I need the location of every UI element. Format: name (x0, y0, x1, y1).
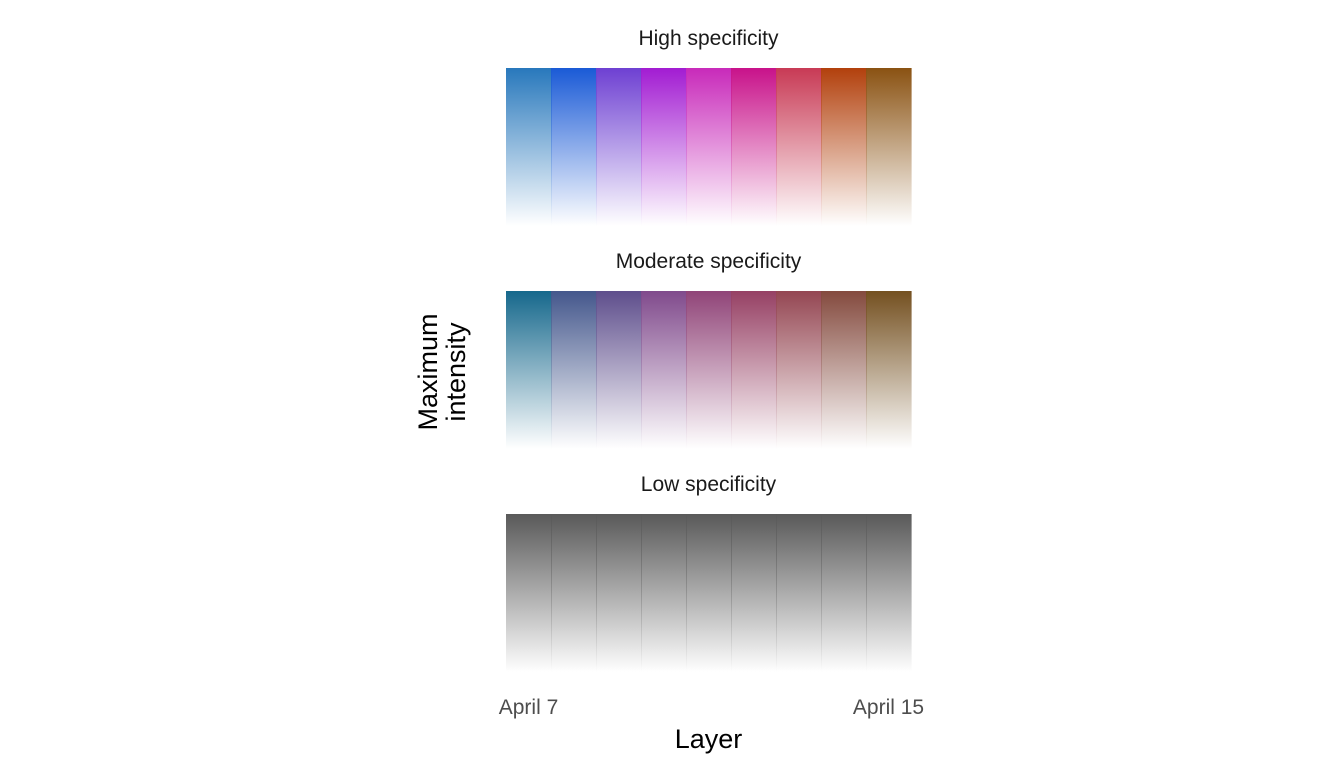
facet-panel: Moderate specificity (506, 250, 912, 449)
y-axis-title-line-1: Maximum (413, 313, 443, 430)
x-tick-label: April 7 (499, 696, 559, 719)
y-axis-title: Maximum intensity (413, 313, 471, 430)
heatmap-column (551, 68, 597, 226)
facet-panel: Low specificity (506, 473, 912, 672)
heatmap-column (506, 68, 552, 226)
heatmap-column (596, 68, 642, 226)
heatmap-column (686, 291, 732, 449)
heatmap-column (596, 291, 642, 449)
heatmap-column (506, 291, 552, 449)
heatmap-column (686, 68, 732, 226)
heatmap-column (776, 514, 822, 672)
heatmap-column (686, 514, 732, 672)
heatmap-column (821, 514, 867, 672)
facet-panels: High specificity Moderate specificity Low … (506, 27, 912, 672)
facet-title: Low specificity (641, 473, 777, 496)
heatmap-column (596, 514, 642, 672)
facet-panel: High specificity (506, 27, 912, 226)
heatmap-column (731, 68, 777, 226)
heatmap-column (866, 291, 912, 449)
x-axis: April 7 April 15 Layer (499, 696, 924, 754)
heatmap-column (821, 291, 867, 449)
x-tick-label: April 15 (853, 696, 924, 719)
heatmap-column (641, 291, 687, 449)
heatmap-column (776, 68, 822, 226)
heatmap-column (821, 68, 867, 226)
heatmap-column (866, 514, 912, 672)
facet-title: Moderate specificity (616, 250, 802, 273)
heatmap-column (731, 291, 777, 449)
heatmap-column (641, 514, 687, 672)
y-axis-title-line-2: intensity (441, 322, 471, 422)
heatmap-column (551, 291, 597, 449)
heatmap-column (551, 514, 597, 672)
facet-title: High specificity (638, 27, 779, 50)
heatmap-column (731, 514, 777, 672)
heatmap-column (641, 68, 687, 226)
heatmap-column (506, 514, 552, 672)
heatmap-column (866, 68, 912, 226)
heatmap-column (776, 291, 822, 449)
x-axis-title: Layer (675, 724, 743, 754)
